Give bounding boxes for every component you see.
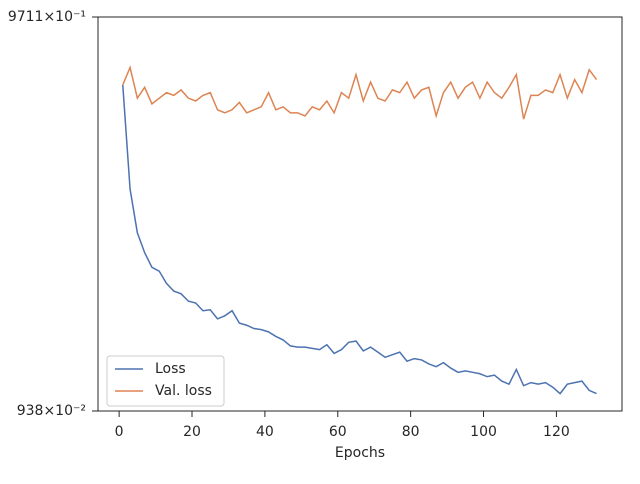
x-tick-label: 60 [329, 424, 347, 440]
line-series [122, 65, 598, 120]
x-tick-label: 0 [115, 424, 124, 440]
y-tick-label: 938×10⁻² [17, 403, 86, 419]
x-tick-label: 40 [256, 424, 274, 440]
x-tick-label: 100 [470, 424, 497, 440]
x-tick-label: 120 [543, 424, 570, 440]
y-tick-label: 9711×10⁻¹ [8, 9, 86, 25]
axes-frame [97, 16, 623, 412]
legend-label: Loss [155, 361, 186, 377]
x-tick-label: 20 [183, 424, 201, 440]
legend-label: Val. loss [155, 383, 212, 399]
line-series [122, 84, 597, 395]
x-axis-label: Epochs [335, 445, 385, 461]
x-tick-label: 80 [402, 424, 420, 440]
